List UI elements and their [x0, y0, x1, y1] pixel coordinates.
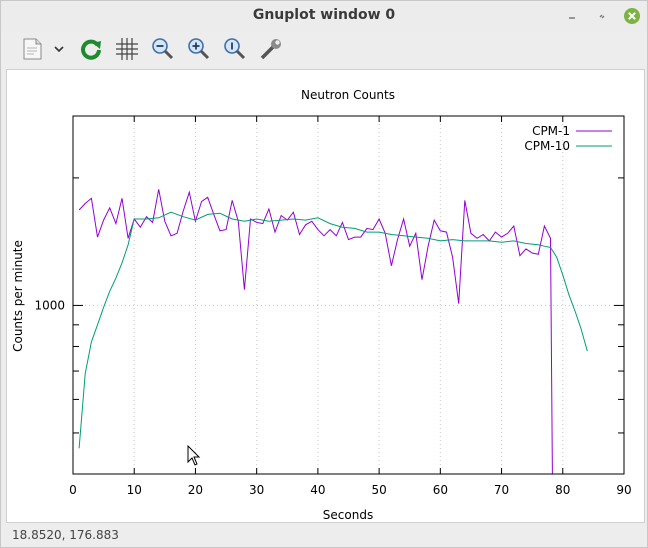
status-bar: 18.8520, 176.883: [1, 523, 647, 547]
cursor-coordinates: 18.8520, 176.883: [12, 528, 119, 542]
window-title: Gnuplot window 0: [252, 7, 396, 23]
minimize-button[interactable]: [563, 7, 581, 25]
series-line-cpm-10: [78, 211, 588, 449]
settings-wrench-icon: [260, 39, 281, 60]
x-tick-label: 30: [249, 483, 264, 497]
chart-title: Neutron Counts: [301, 88, 395, 102]
x-tick-label: 60: [433, 483, 448, 497]
close-icon: [624, 8, 640, 24]
x-tick-label: 10: [127, 483, 142, 497]
x-axis-label: Seconds: [323, 508, 373, 522]
plot-canvas[interactable]: Neutron Counts Seconds Counts per minute…: [6, 69, 645, 523]
y-tick-label: 1000: [34, 298, 65, 312]
restore-icon: [599, 14, 605, 19]
maximize-button[interactable]: [593, 7, 611, 25]
settings-button[interactable]: [257, 35, 285, 63]
close-button[interactable]: [623, 7, 641, 25]
x-tick-label: 70: [494, 483, 509, 497]
replot-button[interactable]: [77, 35, 105, 63]
x-tick-label: 20: [188, 483, 203, 497]
x-tick-label: 50: [371, 483, 386, 497]
zoom-out-button[interactable]: [149, 35, 177, 63]
zoom-in-button[interactable]: [185, 35, 213, 63]
title-bar[interactable]: Gnuplot window 0: [1, 1, 647, 31]
legend-label-cpm-1: CPM-1: [532, 124, 570, 138]
x-tick-label: 40: [310, 483, 325, 497]
y-axis-label: Counts per minute: [11, 240, 25, 352]
grid-icon: [116, 38, 138, 60]
replot-icon: [81, 39, 101, 60]
zoom-reset-button[interactable]: [221, 35, 249, 63]
x-tick-label: 0: [69, 483, 77, 497]
zoom-reset-icon: [224, 38, 246, 60]
grid-toggle-button[interactable]: [113, 35, 141, 63]
zoom-in-icon: [188, 38, 210, 60]
x-tick-label: 80: [555, 483, 570, 497]
legend-label-cpm-10: CPM-10: [524, 139, 570, 153]
x-tick-label: 90: [616, 483, 631, 497]
export-icon: [23, 38, 42, 60]
neutron-chart: Neutron Counts Seconds Counts per minute…: [11, 88, 632, 522]
toolbar: [1, 31, 647, 67]
export-button[interactable]: [19, 35, 47, 63]
zoom-out-icon: [152, 38, 174, 60]
minimize-icon: [569, 17, 575, 19]
mouse-cursor-icon: [187, 445, 201, 466]
plot-frame: [72, 115, 625, 475]
series-line-cpm-1: [78, 189, 553, 474]
dropdown-chevron-icon: [54, 46, 64, 53]
export-dropdown-button[interactable]: [51, 35, 67, 63]
